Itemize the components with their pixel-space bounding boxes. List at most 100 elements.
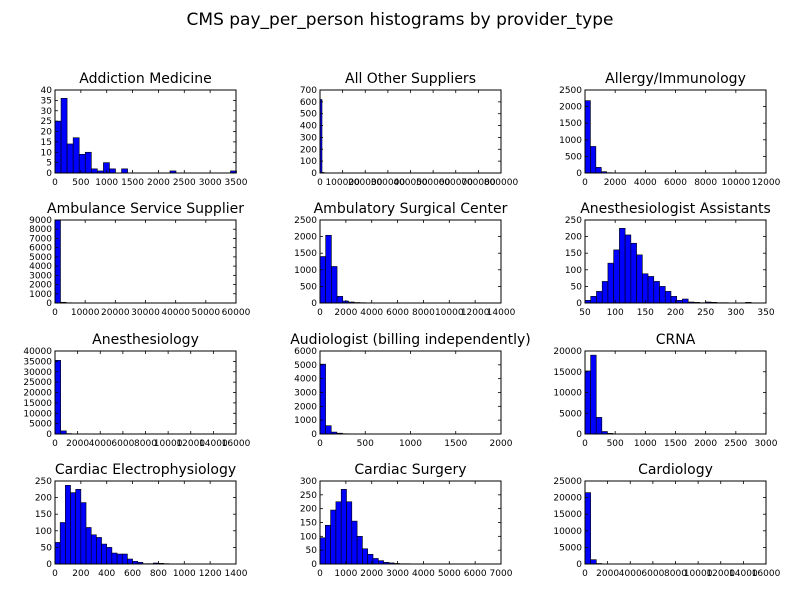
x-tick-label: 6000 — [464, 569, 487, 579]
x-tick-label: 300000 — [371, 178, 406, 188]
y-tick-label: 50 — [41, 543, 53, 553]
x-tick-label: 600000 — [439, 178, 474, 188]
histogram-bar — [121, 168, 128, 174]
y-tick-label: 200 — [565, 233, 582, 243]
y-tick-label: 200 — [300, 505, 317, 515]
y-tick-label: 15 — [41, 138, 52, 148]
histogram-bar — [70, 492, 76, 565]
x-tick-label: 2000 — [490, 439, 513, 449]
y-tick-label: 6000 — [294, 347, 317, 357]
y-tick-label: 15000 — [23, 399, 52, 409]
histogram-bar — [54, 219, 61, 304]
axes-frame — [319, 350, 502, 435]
x-tick-label: 3000 — [199, 178, 222, 188]
y-tick-label: 2000 — [29, 281, 52, 291]
y-tick-label: 20000 — [23, 389, 52, 399]
histogram-bar — [590, 559, 597, 565]
y-tick-label: 600 — [300, 98, 317, 108]
y-tick-label: 500 — [300, 110, 317, 120]
x-tick-label: 2000 — [66, 439, 89, 449]
histogram-bar — [116, 553, 123, 565]
histogram-bar — [659, 286, 666, 304]
histogram-panel: Anesthesiologist Assistants 50 100 150 200 25… — [565, 201, 775, 318]
x-tick-label: 4000 — [360, 308, 383, 318]
y-tick-label: 0 — [311, 169, 317, 179]
x-tick-label: 0 — [52, 439, 58, 449]
x-tick-label: 7000 — [490, 569, 513, 579]
x-tick-label: 4000 — [634, 178, 657, 188]
x-tick-label: 8000 — [134, 439, 157, 449]
x-tick-label: 6000 — [664, 178, 687, 188]
x-tick-label: 10000 — [722, 178, 751, 188]
y-tick-label: 1000 — [294, 266, 317, 276]
y-tick-label: 100 — [565, 266, 582, 276]
histogram-bar — [72, 137, 80, 174]
histogram-bar — [584, 492, 591, 565]
histogram-bar — [85, 527, 92, 565]
histogram-bar — [121, 553, 128, 565]
y-tick-label: 10000 — [23, 409, 52, 419]
histogram-bar — [80, 502, 87, 565]
histogram-bar — [584, 100, 591, 174]
x-tick-label: 700000 — [461, 178, 496, 188]
x-tick-label: 500 — [357, 439, 374, 449]
histogram-bar — [340, 488, 347, 565]
y-tick-label: 30 — [41, 107, 53, 117]
y-tick-label: 0 — [311, 430, 317, 440]
y-tick-label: 300 — [300, 477, 317, 487]
histogram-bar — [54, 542, 61, 565]
histogram-bar — [362, 548, 369, 565]
y-tick-label: 150 — [35, 510, 52, 520]
y-tick-label: 2000 — [294, 402, 317, 412]
y-tick-label: 2500 — [559, 86, 582, 96]
y-tick-label: 30000 — [23, 368, 52, 378]
y-tick-label: 0 — [46, 430, 52, 440]
y-tick-label: 10000 — [553, 527, 582, 537]
panel-title: Ambulatory Surgical Center — [314, 201, 508, 217]
histogram-bar — [372, 558, 379, 565]
axes-frame — [584, 350, 767, 435]
x-tick-label: 0 — [317, 569, 323, 579]
y-tick-label: 2500 — [294, 216, 317, 226]
x-tick-label: 100000 — [325, 178, 360, 188]
y-tick-label: 0 — [46, 169, 52, 179]
x-tick-label: 200 — [667, 308, 684, 318]
histogram-bar — [613, 249, 620, 304]
histogram-bar — [325, 425, 332, 435]
x-tick-label: 400 — [98, 569, 115, 579]
y-tick-label: 200 — [35, 494, 52, 504]
y-tick-label: 150 — [300, 519, 317, 529]
histogram-bar — [109, 168, 116, 174]
x-tick-label: 3500 — [225, 178, 248, 188]
y-tick-label: 35000 — [23, 357, 52, 367]
x-tick-label: 60000 — [222, 308, 251, 318]
x-tick-label: 10000 — [71, 308, 100, 318]
histogram-bar — [101, 543, 108, 565]
y-tick-label: 35 — [41, 96, 52, 106]
histogram-bar — [319, 537, 326, 565]
x-tick-label: 12000 — [706, 569, 735, 579]
y-tick-label: 25 — [41, 117, 52, 127]
x-tick-label: 500000 — [416, 178, 451, 188]
histogram-bar — [331, 266, 338, 304]
histogram-bar — [624, 234, 632, 304]
histogram-bar — [619, 228, 626, 304]
y-tick-label: 25000 — [553, 477, 582, 487]
histogram-bar — [647, 276, 655, 304]
x-tick-label: 0 — [317, 178, 323, 188]
histogram-bar — [91, 168, 98, 174]
y-tick-label: 50 — [306, 546, 318, 556]
x-tick-label: 1000 — [95, 178, 118, 188]
histogram-bar — [336, 296, 344, 304]
y-tick-label: 1000 — [559, 136, 582, 146]
y-tick-label: 100 — [300, 532, 317, 542]
histogram-bar — [636, 254, 643, 304]
axes-frame — [584, 89, 767, 174]
histogram-bar — [84, 151, 92, 174]
histogram-bar — [367, 554, 374, 565]
